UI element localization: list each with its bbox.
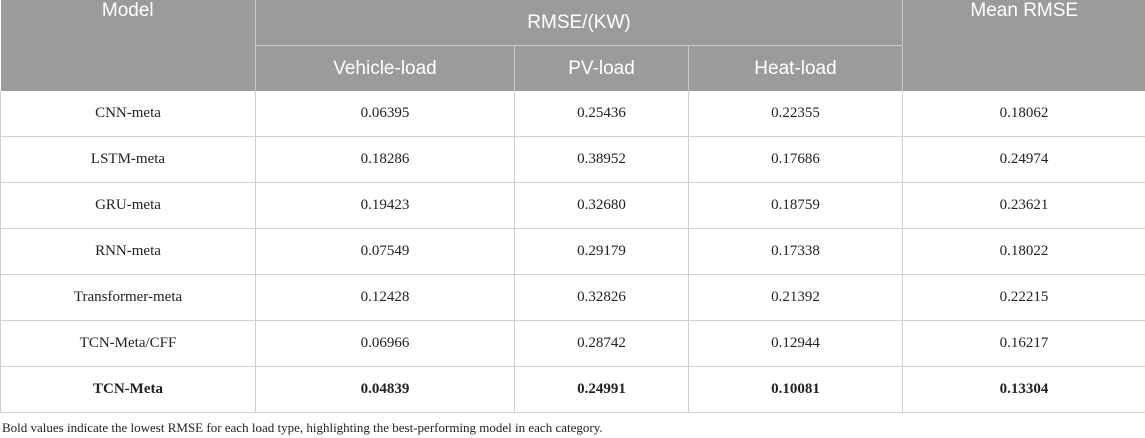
cell-mean-rmse: 0.23621: [902, 182, 1145, 229]
cell-heat-load: 0.18759: [688, 182, 903, 229]
cell-heat-load: 0.17686: [688, 136, 903, 183]
header-heat-load: Heat-load: [688, 45, 903, 91]
cell-mean-rmse: 0.16217: [902, 320, 1145, 367]
cell-pv-load: 0.25436: [514, 91, 689, 137]
cell-vehicle-load: 0.12428: [255, 274, 515, 321]
table-row-best: TCN-Meta 0.04839 0.24991 0.10081 0.13304: [0, 366, 1145, 413]
header-vehicle-load: Vehicle-load: [255, 45, 515, 91]
cell-vehicle-load: 0.04839: [255, 366, 515, 413]
cell-mean-rmse: 0.22215: [902, 274, 1145, 321]
cell-pv-load: 0.32826: [514, 274, 689, 321]
table-row: RNN-meta 0.07549 0.29179 0.17338 0.18022: [0, 228, 1145, 275]
header-model: Model: [0, 0, 256, 91]
table-row: CNN-meta 0.06395 0.25436 0.22355 0.18062: [0, 91, 1145, 137]
cell-mean-rmse: 0.24974: [902, 136, 1145, 183]
cell-mean-rmse: 0.13304: [902, 366, 1145, 413]
cell-pv-load: 0.29179: [514, 228, 689, 275]
table-header: Model RMSE/(KW) Mean RMSE Vehicle-load P…: [0, 0, 1145, 91]
table-row: Transformer-meta 0.12428 0.32826 0.21392…: [0, 274, 1145, 321]
table-body: CNN-meta 0.06395 0.25436 0.22355 0.18062…: [0, 91, 1145, 413]
cell-heat-load: 0.22355: [688, 91, 903, 137]
cell-vehicle-load: 0.06395: [255, 91, 515, 137]
cell-model: CNN-meta: [0, 91, 256, 137]
cell-pv-load: 0.28742: [514, 320, 689, 367]
table-row: TCN-Meta/CFF 0.06966 0.28742 0.12944 0.1…: [0, 320, 1145, 367]
table-row: LSTM-meta 0.18286 0.38952 0.17686 0.2497…: [0, 136, 1145, 183]
cell-model: Transformer-meta: [0, 274, 256, 321]
cell-mean-rmse: 0.18062: [902, 91, 1145, 137]
cell-mean-rmse: 0.18022: [902, 228, 1145, 275]
header-mean-rmse: Mean RMSE: [902, 0, 1145, 91]
cell-vehicle-load: 0.18286: [255, 136, 515, 183]
cell-model: TCN-Meta/CFF: [0, 320, 256, 367]
cell-model: RNN-meta: [0, 228, 256, 275]
cell-pv-load: 0.32680: [514, 182, 689, 229]
header-row-top: Model RMSE/(KW) Mean RMSE: [0, 0, 1145, 91]
header-row-sub: Vehicle-load PV-load Heat-load: [1, 45, 1145, 91]
table-row: GRU-meta 0.19423 0.32680 0.18759 0.23621: [0, 182, 1145, 229]
cell-model: GRU-meta: [0, 182, 256, 229]
cell-vehicle-load: 0.07549: [255, 228, 515, 275]
cell-pv-load: 0.38952: [514, 136, 689, 183]
cell-heat-load: 0.21392: [688, 274, 903, 321]
cell-model: TCN-Meta: [0, 366, 256, 413]
cell-pv-load: 0.24991: [514, 366, 689, 413]
table-footnote: Bold values indicate the lowest RMSE for…: [2, 420, 603, 435]
header-pv-load: PV-load: [514, 45, 689, 91]
cell-model: LSTM-meta: [0, 136, 256, 183]
cell-heat-load: 0.10081: [688, 366, 903, 413]
cell-vehicle-load: 0.06966: [255, 320, 515, 367]
header-rmse-group: RMSE/(KW): [255, 0, 903, 46]
cell-vehicle-load: 0.19423: [255, 182, 515, 229]
cell-heat-load: 0.12944: [688, 320, 903, 367]
rmse-results-table: Model RMSE/(KW) Mean RMSE Vehicle-load P…: [0, 0, 1145, 413]
cell-heat-load: 0.17338: [688, 228, 903, 275]
